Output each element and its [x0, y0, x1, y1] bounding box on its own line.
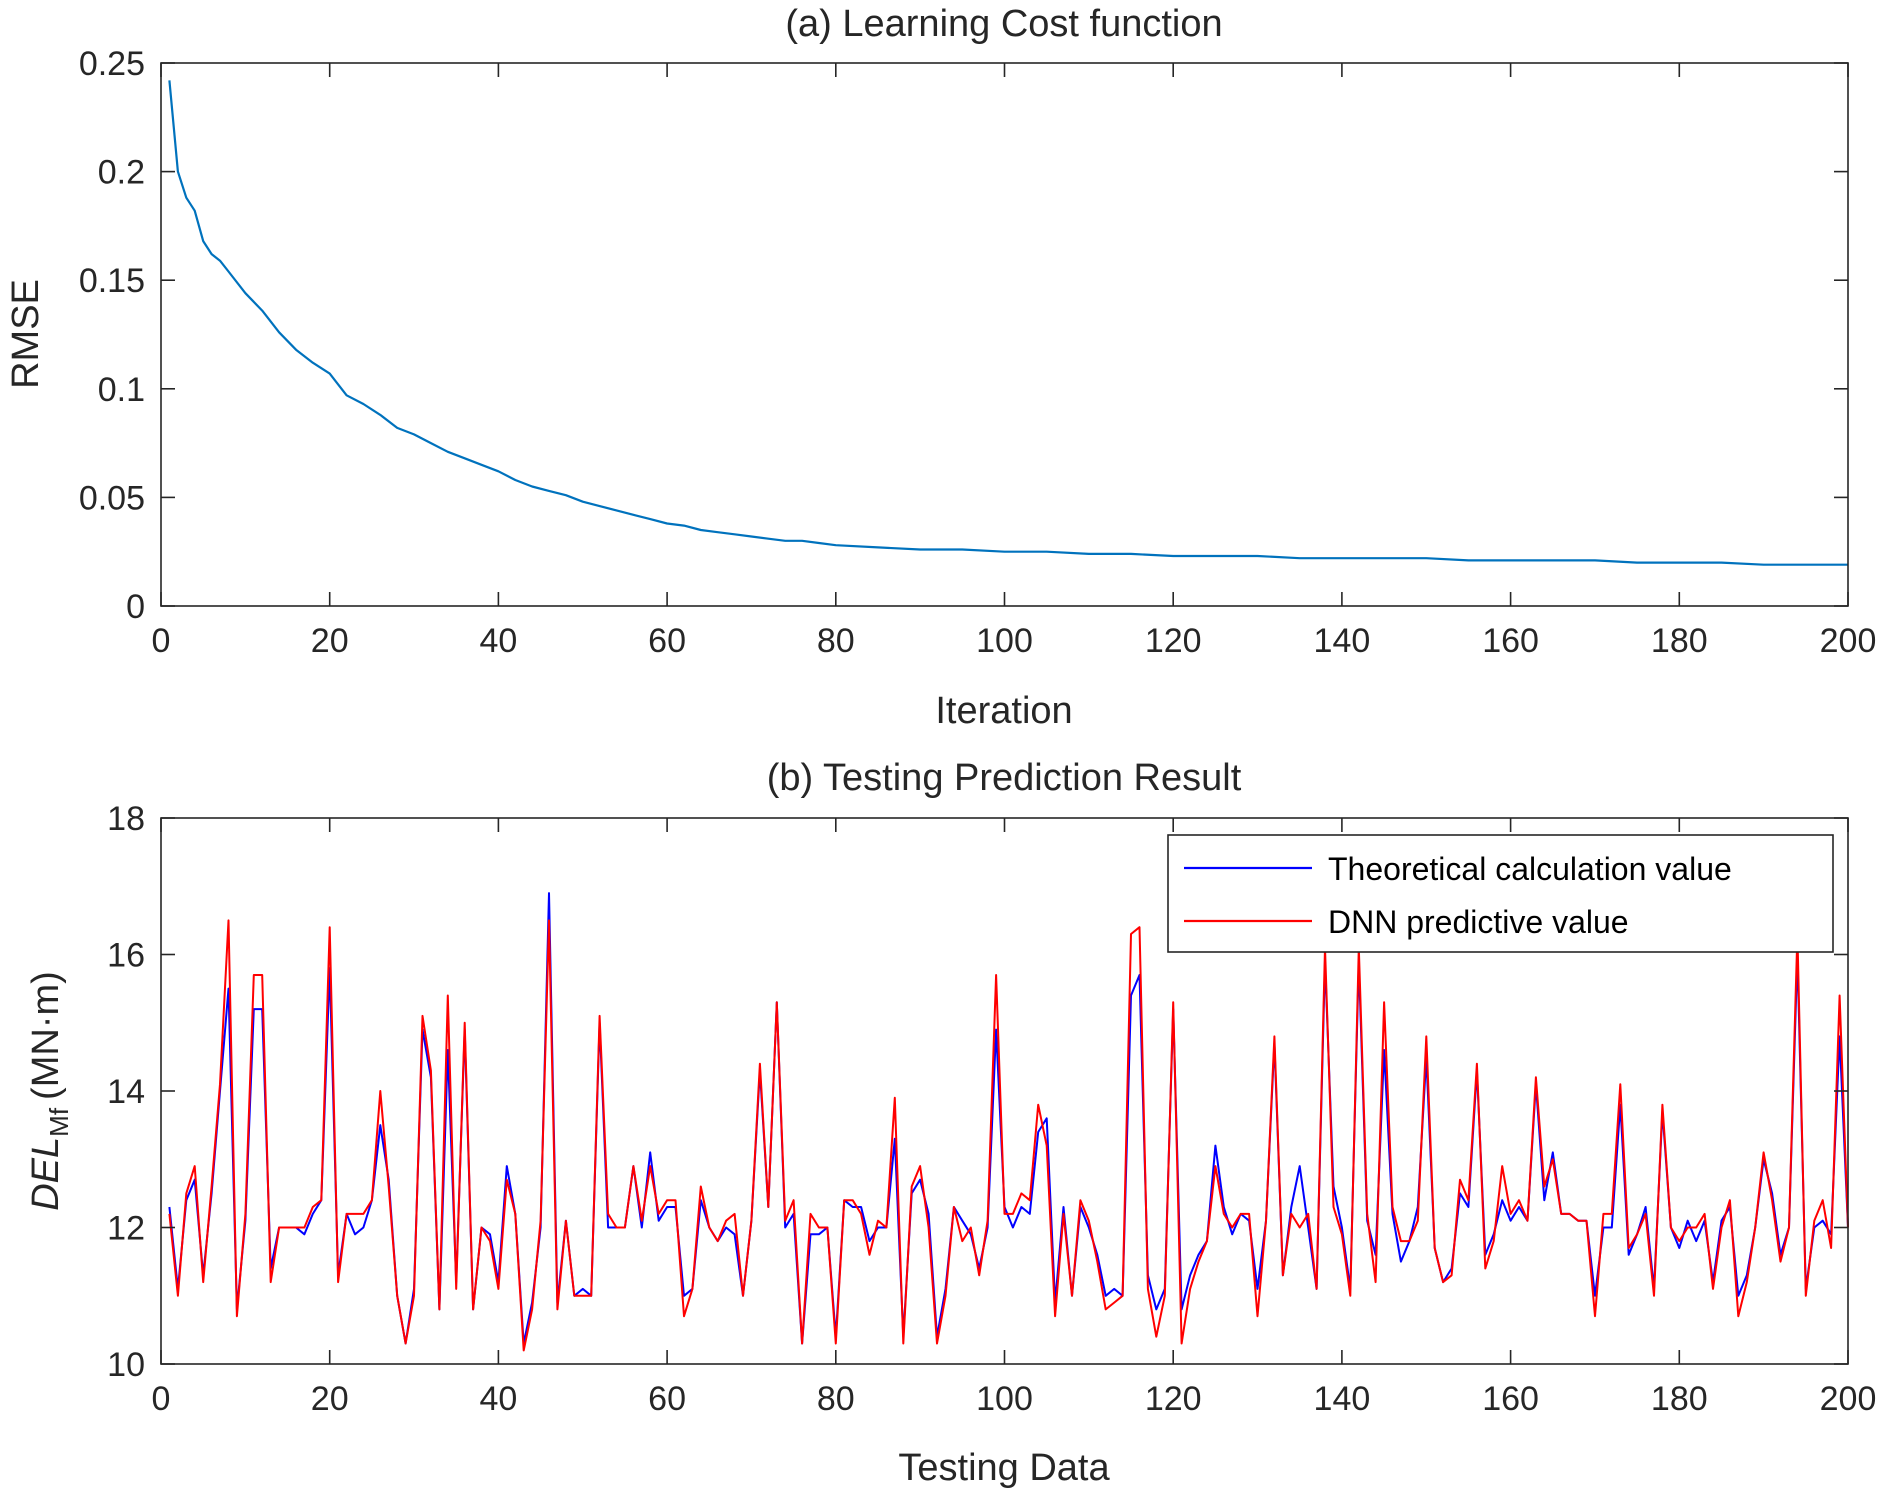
panel-a-ytick-label: 0.25 [79, 45, 145, 83]
legend-box [1167, 834, 1834, 953]
panel-a-plot-area [161, 63, 1848, 606]
panel-b-xtick-label: 100 [976, 1380, 1033, 1418]
legend: Theoretical calculation value DNN predic… [1167, 834, 1834, 953]
panel-b-xtick-label: 0 [152, 1380, 171, 1418]
panel-a-xtick-label: 100 [976, 622, 1033, 660]
panel-b-ylabel-main: DEL [25, 1137, 67, 1211]
panel-b-xtick-label: 60 [648, 1380, 686, 1418]
panel-a-xtick-label: 0 [152, 622, 171, 660]
panel-b-ticks-group: 0 20 40 60 80 100 120 140 160 180 200 10 12 14 16 18 [107, 800, 1876, 1418]
panel-a-xtick-label: 140 [1314, 622, 1371, 660]
panel-a-xlabel: Iteration [935, 690, 1072, 732]
panel-b-xtick-label: 80 [817, 1380, 855, 1418]
panel-b-xtick-label: 160 [1482, 1380, 1539, 1418]
panel-a-ytick-label: 0.2 [98, 154, 145, 192]
panel-b-title: (b) Testing Prediction Result [767, 757, 1242, 799]
panel-a-xtick-label: 20 [311, 622, 349, 660]
panel-b-series-dnn-predictive-value-line [168, 919, 1849, 1352]
panel-a-xtick-label: 200 [1820, 622, 1877, 660]
panel-b-xtick-label: 120 [1145, 1380, 1202, 1418]
panel-b-ylabel: DELMf (MN·m) [25, 971, 74, 1211]
panel-a-learning-cost: 0 20 40 60 80 100 120 140 160 180 200 0 0.05 0.1 0.15 0… [5, 3, 1876, 732]
panel-a-xtick-label: 60 [648, 622, 686, 660]
panel-a-ytick-label: 0 [126, 588, 145, 626]
panel-a-xtick-label: 180 [1651, 622, 1708, 660]
panel-b-ytick-label: 16 [107, 937, 145, 975]
panel-a-series-rmse-line [168, 80, 1848, 566]
panel-b-xtick-label: 200 [1820, 1380, 1877, 1418]
panel-a-ytick-label: 0.15 [79, 262, 145, 300]
panel-a-ytick-label: 0.05 [79, 479, 145, 517]
panel-b-series-group [168, 892, 1849, 1352]
panel-b-xtick-label: 40 [479, 1380, 517, 1418]
panel-b-xtick-label: 140 [1314, 1380, 1371, 1418]
panel-a-xtick-label: 40 [479, 622, 517, 660]
panel-b-ytick-label: 14 [107, 1073, 145, 1111]
panel-a-series-group [168, 80, 1848, 566]
panel-b-xtick-label: 20 [311, 1380, 349, 1418]
panel-b-ytick-label: 10 [107, 1346, 145, 1384]
panel-b-ylabel-subscript: Mf [44, 1107, 74, 1137]
legend-label-theoretical: Theoretical calculation value [1328, 851, 1732, 887]
panel-a-xtick-label: 160 [1482, 622, 1539, 660]
panel-a-ticks-group: 0 20 40 60 80 100 120 140 160 180 200 0 0.05 0.1 0.15 0… [79, 45, 1877, 660]
panel-b-ytick-label: 18 [107, 800, 145, 838]
panel-a-xtick-label: 80 [817, 622, 855, 660]
panel-b-xtick-label: 180 [1651, 1380, 1708, 1418]
panel-b-testing-prediction: 0 20 40 60 80 100 120 140 160 180 200 10 12 14 16 18 (b… [25, 757, 1876, 1489]
legend-label-dnn: DNN predictive value [1328, 904, 1629, 940]
panel-a-xtick-label: 120 [1145, 622, 1202, 660]
panel-b-ytick-label: 12 [107, 1210, 145, 1248]
panel-a-ytick-label: 0.1 [98, 371, 145, 409]
panel-a-ylabel: RMSE [5, 279, 47, 389]
panel-b-ylabel-unit: (MN·m) [25, 971, 67, 1100]
panel-a-title: (a) Learning Cost function [785, 3, 1222, 45]
panel-b-xlabel: Testing Data [898, 1447, 1110, 1489]
